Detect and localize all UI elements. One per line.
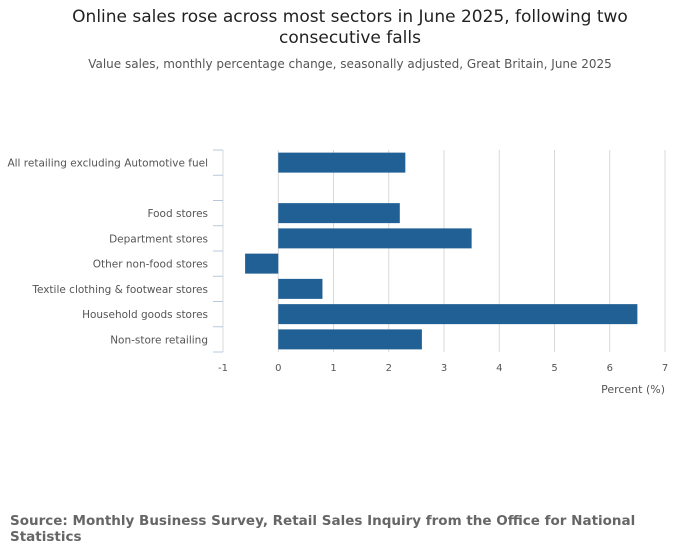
category-labels: All retailing excluding Automotive fuel F… [7,158,208,347]
source-note: Source: Monthly Business Survey, Retail … [10,513,636,545]
bars [245,152,638,350]
x-tick-label: 0 [275,363,281,374]
category-ticks [213,149,223,353]
x-axis-title: Percent (%) [601,383,665,396]
bar-department-stores[interactable] [278,228,472,249]
x-tick-label: 5 [551,363,557,374]
x-tick-label: 4 [496,363,502,374]
x-tick-label: 2 [386,363,392,374]
x-tick-labels: -1 0 1 2 3 4 5 6 7 [218,363,668,374]
bar-textile-clothing-footwear-stores[interactable] [278,278,323,299]
bar-food-stores[interactable] [278,203,400,224]
category-label: Department stores [109,233,208,245]
category-label: Other non-food stores [93,259,208,271]
x-tick-label: 6 [607,363,613,374]
bar-other-non-food-stores[interactable] [245,253,279,274]
x-tick-label: 3 [441,363,447,374]
category-label: Household goods stores [82,309,208,321]
x-tick-label: 7 [662,363,668,374]
bar-non-store-retailing[interactable] [278,329,422,350]
category-label: All retailing excluding Automotive fuel [7,158,208,170]
chart-subtitle: Value sales, monthly percentage change, … [88,57,612,71]
bar-household-goods-stores[interactable] [278,304,638,325]
bar-all-retailing-excluding-automotive-fuel[interactable] [278,152,406,173]
x-tick-label: -1 [218,363,228,374]
category-label: Food stores [147,208,208,220]
category-label: Textile clothing & footwear stores [31,284,208,296]
x-tick-label: 1 [330,363,336,374]
chart-title: Online sales rose across most sectors in… [72,7,628,48]
category-label: Non-store retailing [110,334,208,346]
